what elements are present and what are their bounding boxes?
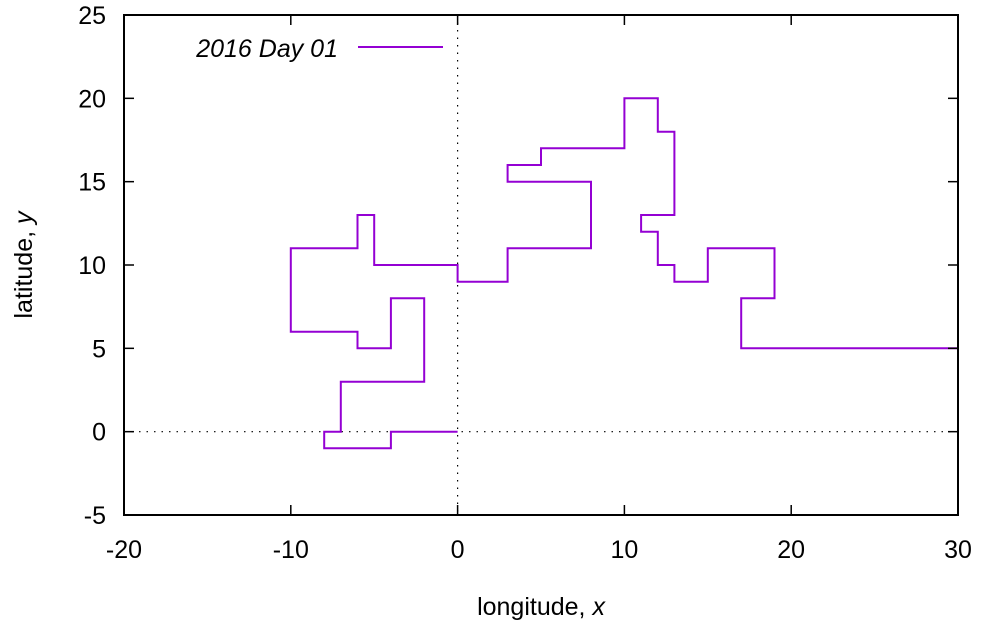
y-axis-label-variable: y — [10, 210, 38, 226]
x-axis: -20 -10 0 10 20 30 — [106, 15, 972, 564]
legend-label: 2016 Day 01 — [195, 35, 338, 63]
x-axis-label-text: longitude, — [477, 593, 592, 621]
y-tick-label: 25 — [78, 2, 106, 30]
series-line-0 — [289, 97, 958, 450]
y-tick-label: -5 — [84, 502, 106, 530]
x-tick-label: 10 — [610, 536, 638, 564]
x-tick-label: -10 — [273, 536, 309, 564]
y-axis-label: latitude, y — [10, 210, 38, 319]
y-tick-label: 10 — [78, 252, 106, 280]
y-axis: -5 0 5 10 15 20 25 — [78, 2, 958, 530]
y-axis-label-text: latitude, — [10, 224, 38, 319]
y-tick-label: 0 — [92, 419, 106, 447]
y-tick-label: 15 — [78, 169, 106, 197]
x-tick-label: 20 — [777, 536, 805, 564]
legend: 2016 Day 01 — [195, 35, 443, 63]
x-axis-label-variable: x — [591, 593, 606, 621]
zero-lines — [124, 15, 958, 515]
x-tick-label: -20 — [106, 536, 142, 564]
series-layer — [289, 97, 958, 450]
x-tick-label: 30 — [944, 536, 972, 564]
x-tick-label: 0 — [451, 536, 465, 564]
y-tick-label: 20 — [78, 85, 106, 113]
x-axis-label: longitude, x — [477, 593, 606, 621]
y-tick-label: 5 — [92, 335, 106, 363]
